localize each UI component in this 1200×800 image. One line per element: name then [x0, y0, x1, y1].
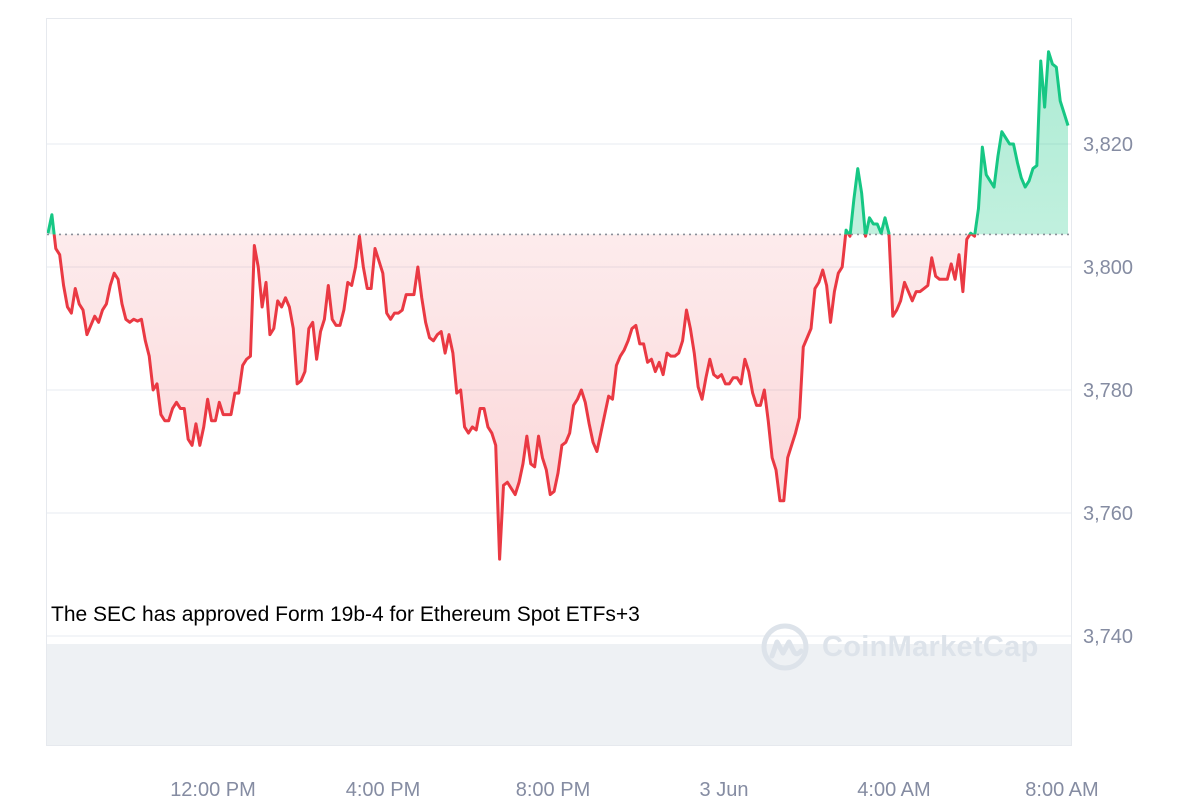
x-tick-label: 4:00 PM — [346, 779, 420, 800]
y-axis: 3,740 3,760 3,780 3,800 3,820 — [1083, 134, 1133, 648]
y-tick-label: 3,800 — [1083, 257, 1133, 279]
brand-name: CoinMarketCap — [822, 630, 1039, 663]
price-line-below — [52, 234, 977, 561]
x-tick-label: 3 Jun — [700, 779, 749, 800]
y-tick-label: 3,760 — [1083, 503, 1133, 525]
x-tick-label: 8:00 PM — [516, 779, 590, 800]
news-annotation[interactable]: The SEC has approved Form 19b-4 for Ethe… — [51, 603, 640, 626]
y-tick-label: 3,820 — [1083, 134, 1133, 156]
x-tick-label: 12:00 PM — [170, 779, 256, 800]
x-axis: 12:00 PM 4:00 PM 8:00 PM 3 Jun 4:00 AM 8:00 A… — [170, 779, 1099, 800]
x-tick-label: 8:00 AM — [1025, 779, 1098, 800]
volume-band — [47, 644, 1071, 746]
y-tick-label: 3,780 — [1083, 380, 1133, 402]
coinmarketcap-logo-icon — [761, 623, 809, 671]
y-tick-label: 3,740 — [1083, 626, 1133, 648]
coinmarketcap-watermark: CoinMarketCap — [760, 622, 1039, 672]
plot-frame — [46, 18, 1072, 746]
x-tick-label: 4:00 AM — [857, 779, 930, 800]
area-below-reference — [48, 234, 1068, 560]
